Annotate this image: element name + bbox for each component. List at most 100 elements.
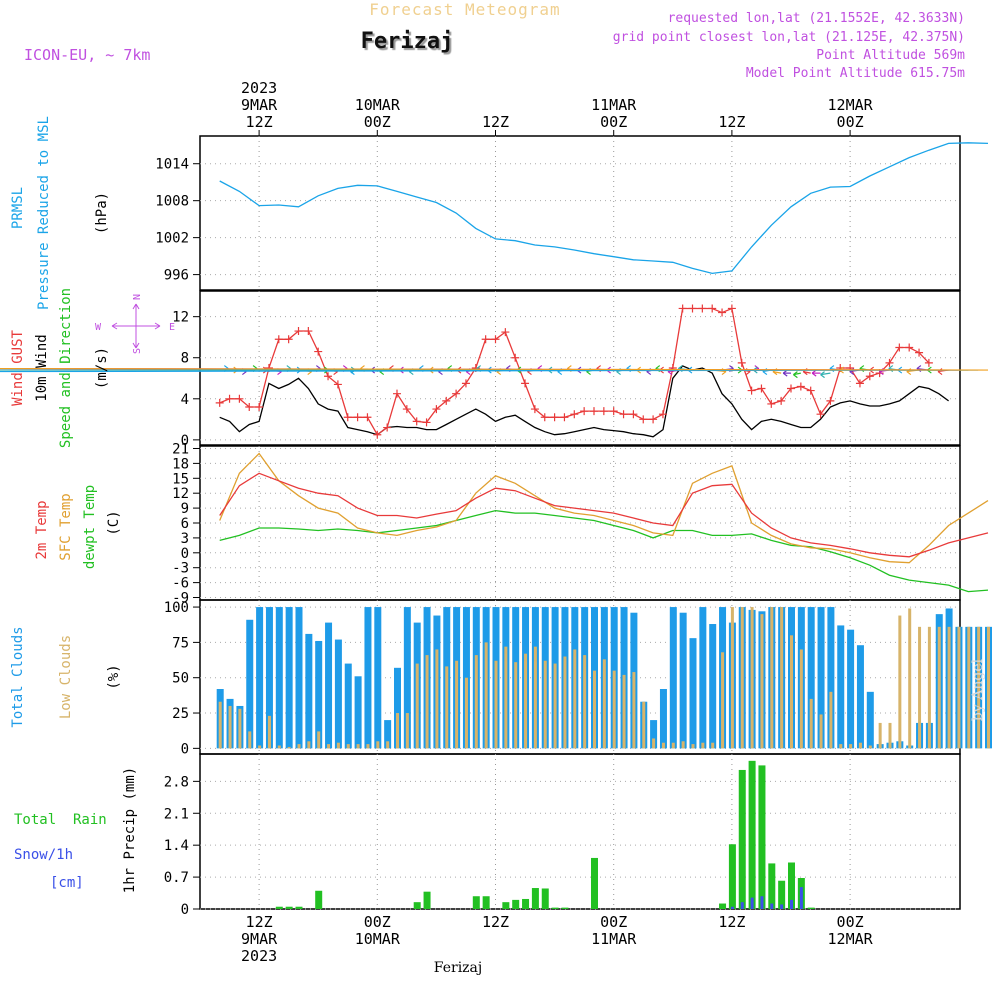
y-tick-label-temp: -3	[172, 561, 189, 577]
top-time-label: 12Z	[246, 113, 273, 131]
rain-bar	[768, 863, 776, 909]
gust-marker	[432, 405, 441, 414]
rain-bar	[778, 880, 786, 909]
wind-direction-arrowhead	[820, 371, 825, 379]
low-cloud-bar	[464, 677, 468, 749]
low-cloud-bar	[918, 626, 922, 749]
rain-bar	[591, 857, 598, 909]
gust-marker	[363, 413, 372, 422]
y-tick-label-precip: 2.1	[164, 806, 189, 822]
gust-marker	[353, 413, 362, 422]
gust-marker	[885, 358, 894, 367]
total-cloud-bar	[315, 640, 323, 749]
gust-marker	[905, 343, 914, 352]
low-cloud-bar	[642, 701, 646, 749]
gust-marker	[225, 394, 234, 403]
y-tick-label-temp: 0	[181, 546, 189, 562]
gust-marker	[580, 407, 589, 416]
snow-units: [cm]	[50, 875, 84, 891]
rain-bar	[531, 888, 539, 909]
rain-bar	[413, 902, 421, 909]
y-tick-label-wind: 12	[172, 310, 189, 326]
tsfc-label: SFC Temp	[58, 493, 74, 560]
low-cloud-bar	[622, 674, 626, 749]
y-tick-label-precip: 1.4	[164, 838, 189, 854]
gust-marker	[255, 403, 264, 412]
low-cloud-bar	[721, 652, 725, 749]
total-cloud-bar	[364, 607, 372, 749]
low-cloud-bar	[533, 646, 537, 749]
bottom-time-label: 00Z	[837, 913, 864, 931]
gust-marker	[491, 335, 500, 344]
footer-location: Ferizaj	[434, 960, 482, 976]
rain-bar	[275, 906, 283, 909]
y-tick-label-temp: 15	[172, 471, 189, 487]
pressure-label-1: PRMSL	[10, 187, 26, 229]
low-cloud-bar	[248, 731, 252, 749]
info-line-4: Model Point Altitude 615.75m	[746, 66, 965, 81]
rain-bar	[788, 862, 795, 909]
gust-marker	[442, 396, 451, 405]
rain-bar	[807, 907, 815, 909]
total-cloud-bar	[807, 607, 815, 749]
clouds-labels: Total Clouds Low Clouds (%)	[10, 626, 122, 727]
gust-marker	[787, 384, 795, 393]
low-cloud-bar	[671, 742, 675, 749]
low-cloud-bar	[346, 744, 350, 749]
low-cloud-bar	[977, 626, 981, 749]
low-cloud-bar	[770, 607, 774, 749]
rain-bar	[512, 899, 520, 909]
low-cloud-bar	[484, 642, 488, 749]
top-time-label: 12MAR	[828, 96, 874, 114]
low-cloud-bar	[750, 607, 754, 749]
location-title: Ferizaj	[361, 29, 454, 54]
rain-bar	[738, 769, 746, 909]
low-cloud-bar	[927, 626, 931, 749]
low-cloud-bar	[780, 607, 784, 749]
top-time-label: 00Z	[600, 113, 627, 131]
bottom-time-label: 12MAR	[828, 930, 874, 948]
y-tick-label-wind: 4	[181, 392, 189, 408]
low-cloud-bar	[593, 670, 596, 749]
low-cloud-bar	[809, 698, 813, 749]
gust-marker	[373, 430, 382, 439]
top-time-label: 2023	[241, 79, 277, 97]
snow-bar	[740, 902, 744, 909]
low-cloud-bar	[858, 742, 862, 749]
low-cloud-bar	[987, 626, 990, 749]
low-cloud-bar	[228, 705, 232, 749]
low-cloud-bar	[474, 655, 478, 749]
rain-bar	[561, 907, 569, 909]
total-cloud-bar	[847, 629, 855, 749]
rain-bar	[285, 906, 293, 909]
y-tick-label-wind: 8	[181, 351, 189, 367]
total-clouds-label: Total Clouds	[10, 626, 26, 727]
top-time-label: 12Z	[482, 113, 509, 131]
gust-marker	[333, 380, 342, 389]
total-cloud-bar	[650, 720, 658, 749]
dewpt-line	[219, 509, 989, 593]
gust-marker	[294, 327, 303, 336]
gust-marker	[274, 335, 283, 344]
rain-bar	[472, 896, 480, 909]
bottom-time-label: 12Z	[482, 913, 509, 931]
total-cloud-bar	[265, 607, 273, 749]
y-tick-label-temp: 9	[181, 501, 189, 517]
compass-south: S	[132, 348, 143, 354]
rain-bar	[295, 906, 303, 909]
wind-units: (m/s)	[94, 347, 110, 389]
low-cloud-bar	[602, 659, 606, 749]
total-cloud-bar	[354, 676, 362, 749]
bottom-time-label: 12Z	[718, 913, 745, 931]
top-time-label: 00Z	[364, 113, 391, 131]
gust-marker	[639, 415, 648, 424]
low-cloud-bar	[839, 744, 843, 749]
compass-north: N	[132, 294, 143, 300]
bottom-time-label: 11MAR	[591, 930, 637, 948]
bottom-time-label: 00Z	[600, 913, 627, 931]
low-cloud-bar	[652, 738, 656, 749]
total-cloud-bar	[334, 639, 342, 749]
low-cloud-bar	[287, 746, 291, 749]
